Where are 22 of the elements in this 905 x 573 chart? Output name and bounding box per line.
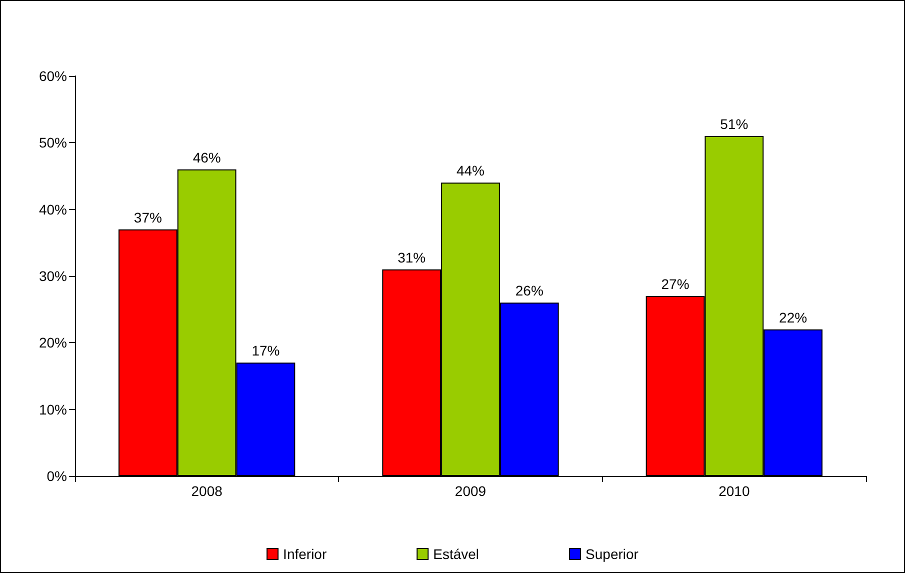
data-label: 51% <box>720 116 748 132</box>
data-label: 44% <box>456 162 485 179</box>
x-tick-label: 2008 <box>191 483 223 499</box>
y-tick-label: 30% <box>38 268 67 284</box>
data-label: 37% <box>134 209 162 226</box>
data-label: 17% <box>252 342 280 359</box>
legend-label: Superior <box>586 546 639 562</box>
y-tick-label: 40% <box>38 201 67 218</box>
y-tick-label: 20% <box>38 334 67 351</box>
legend-label: Inferior <box>283 546 327 562</box>
y-tick-label: 60% <box>38 68 67 84</box>
legend-label: Estável <box>433 546 480 562</box>
y-tick-label: 0% <box>46 468 67 484</box>
x-tick-label: 2010 <box>718 483 750 499</box>
x-tick-label: 2009 <box>454 483 486 499</box>
y-tick-label: 10% <box>38 401 67 418</box>
data-label: 22% <box>779 309 808 326</box>
data-label: 27% <box>661 276 690 292</box>
data-label: 31% <box>398 249 426 266</box>
data-label: 26% <box>515 282 544 299</box>
y-tick-label: 50% <box>38 134 67 151</box>
data-label: 46% <box>192 149 221 166</box>
